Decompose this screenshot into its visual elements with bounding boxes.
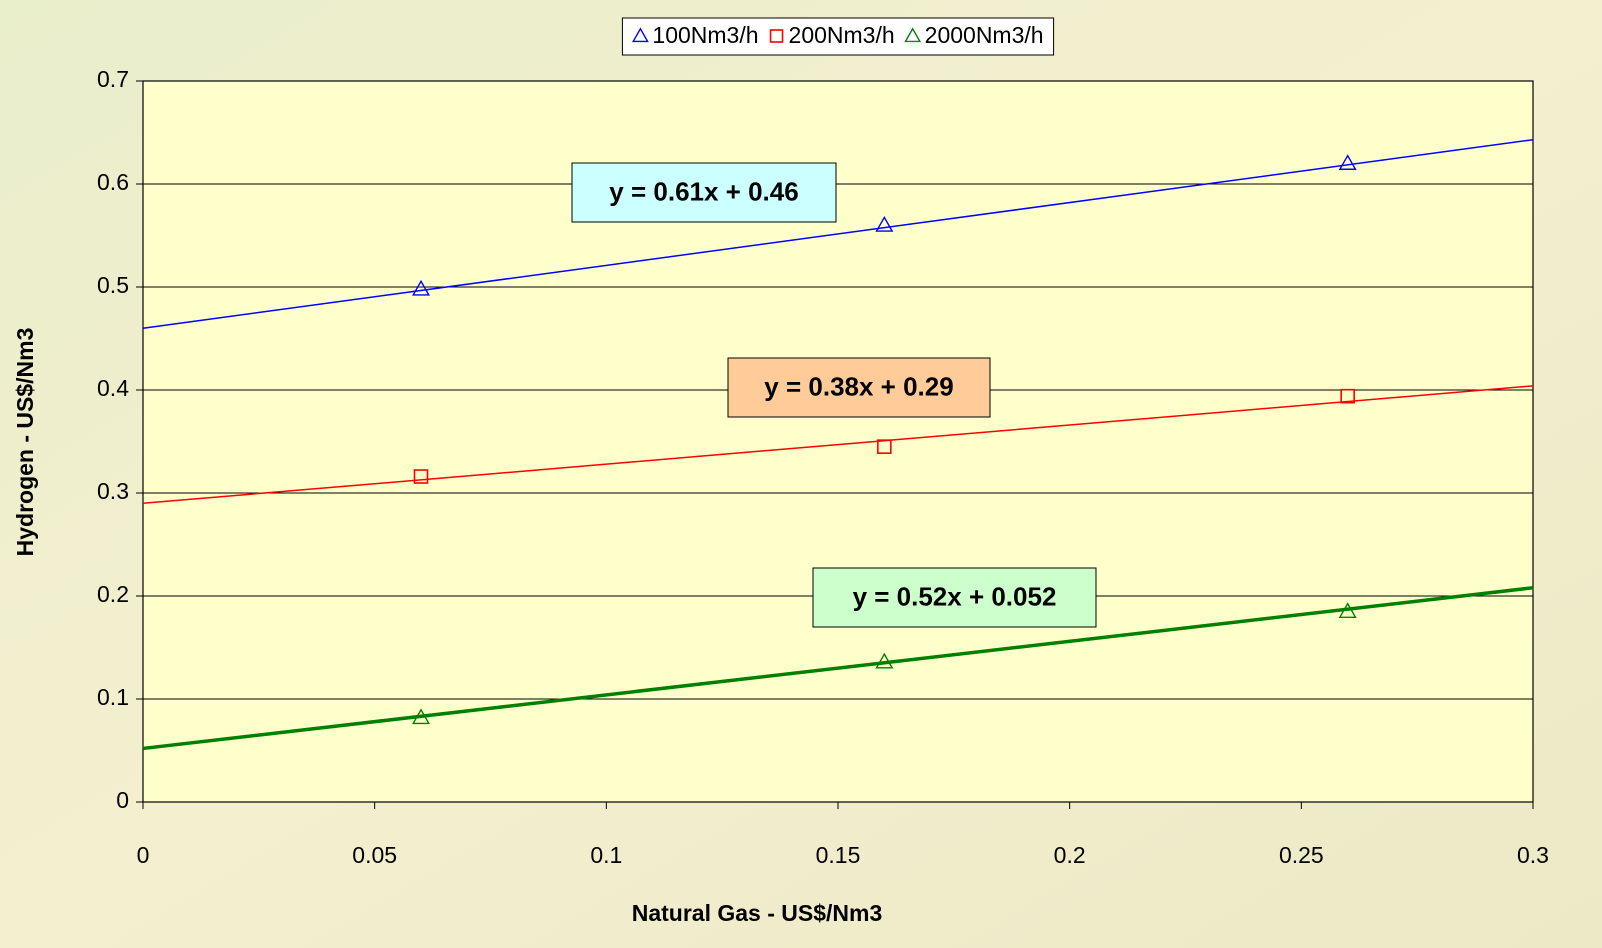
y-tick-label: 0.6: [97, 169, 129, 195]
plot-area: [143, 81, 1533, 802]
point: [1338, 154, 1357, 170]
trendline: [142, 586, 1534, 751]
trendline: [142, 385, 1534, 505]
y-tick-label: 0.3: [97, 478, 129, 504]
x-tick-label: 0.2: [1054, 842, 1086, 868]
legend-marker: [904, 27, 922, 43]
y-tick-label: 0.1: [97, 684, 129, 710]
equation-box: [727, 357, 991, 418]
x-tick-label: 0.3: [1517, 842, 1549, 868]
legend: 100Nm3/h 200Nm3/h 2000Nm3/h: [621, 17, 1055, 56]
equation-label: y = 0.52x + 0.052: [853, 581, 1057, 611]
point: [875, 652, 894, 669]
y-tick-label: 0.7: [97, 66, 129, 92]
x-tick-label: 0.25: [1279, 842, 1324, 868]
point: [411, 279, 431, 296]
y-axis-title: Hydrogen - US$/Nm3: [12, 328, 38, 557]
x-tick-label: 0.15: [816, 842, 861, 868]
legend-label: 100Nm3/h: [652, 22, 758, 48]
point: [877, 439, 892, 454]
plot-border: [142, 80, 1534, 803]
equation-box: [571, 162, 837, 223]
equation-label: y = 0.61x + 0.46: [609, 176, 798, 206]
point: [875, 215, 894, 232]
point: [1338, 602, 1357, 618]
y-tick-label: 0: [116, 787, 129, 813]
y-tick-label: 0.2: [97, 581, 129, 607]
point: [411, 708, 431, 725]
equation-box: [812, 567, 1097, 628]
legend-label: 200Nm3/h: [789, 22, 895, 48]
legend-marker: [632, 27, 649, 43]
legend-label: 2000Nm3/h: [925, 22, 1044, 48]
trendline: [142, 138, 1534, 329]
point: [1340, 388, 1355, 404]
point: [413, 469, 429, 484]
y-tick-label: 0.5: [97, 272, 129, 298]
x-tick-label: 0.05: [352, 842, 397, 868]
legend-box: [621, 17, 1055, 56]
x-tick-label: 0.1: [590, 842, 622, 868]
equation-label: y = 0.38x + 0.29: [764, 371, 953, 401]
y-tick-label: 0.4: [97, 375, 129, 401]
legend-marker: [769, 29, 784, 43]
x-axis-title: Natural Gas - US$/Nm3: [632, 900, 883, 926]
x-tick-label: 0: [137, 842, 150, 868]
